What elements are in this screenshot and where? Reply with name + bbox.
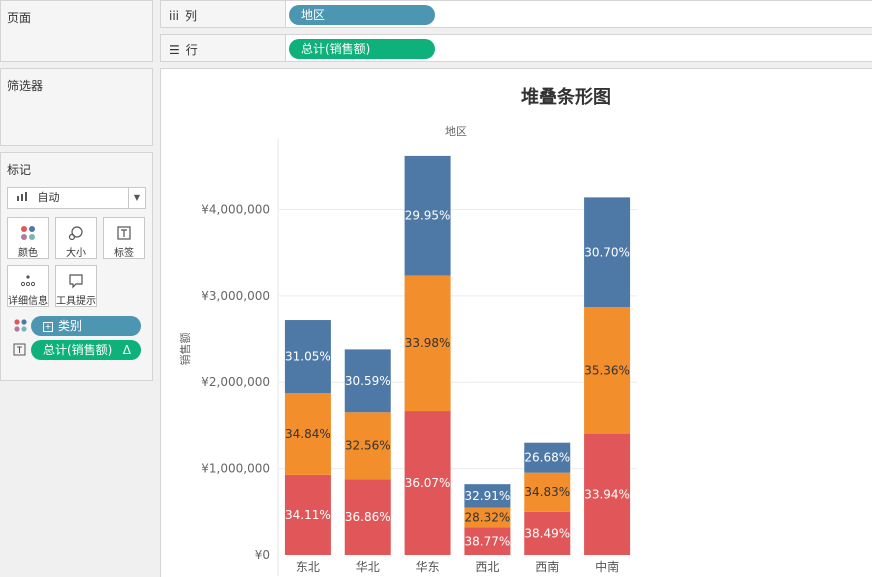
bar-segment[interactable]	[584, 307, 631, 434]
bar-segment[interactable]	[464, 507, 511, 528]
text-label-icon	[13, 343, 26, 356]
tooltip-button-label: 工具提示	[56, 296, 96, 307]
x-tick-label: 西南	[535, 559, 559, 574]
rows-shelf[interactable]: ☰ 行 总计(销售额)	[160, 34, 872, 62]
bar-segment[interactable]	[464, 527, 511, 555]
chart-title: 堆叠条形图	[521, 87, 611, 108]
color-field-row: + 类别	[9, 316, 149, 336]
bar-segment[interactable]	[524, 472, 571, 512]
data-label: 33.94%	[584, 487, 630, 501]
x-tick-label: 东北	[296, 560, 320, 574]
columns-shelf-label: iii 列	[169, 9, 198, 23]
delta-icon: Δ	[122, 343, 131, 357]
pages-panel-title: 页面	[7, 11, 32, 25]
label-field-pill[interactable]: 总计(销售额) Δ	[31, 340, 141, 360]
rows-shelf-label: ☰ 行	[169, 43, 198, 57]
data-label: 38.49%	[524, 526, 570, 540]
columns-pill[interactable]: 地区	[289, 5, 435, 25]
x-tick-label: 华东	[416, 560, 440, 574]
data-label: 34.11%	[285, 508, 331, 522]
data-label: 34.83%	[524, 485, 570, 499]
data-label: 30.70%	[584, 245, 630, 259]
bar-segment[interactable]	[284, 392, 331, 475]
label-button[interactable]: 标签	[103, 217, 145, 259]
data-label: 31.05%	[285, 350, 331, 364]
data-label: 36.86%	[345, 510, 391, 524]
mark-type-dropdown[interactable]: 自动 ▼	[7, 187, 146, 209]
y-axis-title: 销售额	[178, 333, 192, 366]
label-field-row: 总计(销售额) Δ	[9, 340, 149, 360]
bar-segment[interactable]	[584, 433, 631, 555]
filters-panel[interactable]: 筛选器	[0, 68, 153, 146]
data-label: 32.56%	[345, 439, 391, 453]
bar-segment[interactable]	[344, 349, 391, 413]
size-button[interactable]: 大小	[55, 217, 97, 259]
bar-chart-icon	[16, 188, 30, 208]
color-field-pill[interactable]: + 类别	[31, 316, 141, 336]
bar-segment[interactable]	[404, 155, 451, 276]
y-tick-label: ¥1,000,000	[201, 462, 270, 476]
rows-icon: ☰	[169, 43, 180, 57]
y-tick-label: ¥3,000,000	[201, 289, 270, 303]
data-label: 36.07%	[405, 476, 451, 490]
size-icon	[68, 226, 83, 241]
data-label: 34.84%	[285, 427, 331, 441]
detail-icon	[20, 275, 36, 287]
bar-segment[interactable]	[404, 411, 451, 555]
y-tick-label: ¥2,000,000	[201, 375, 270, 389]
x-tick-label: 华北	[356, 560, 380, 574]
data-label: 30.59%	[345, 374, 391, 388]
tooltip-icon	[69, 274, 83, 289]
bar-segment[interactable]	[344, 412, 391, 480]
x-axis-title: 地区	[445, 125, 467, 138]
stacked-bar-chart[interactable]: ¥0 ¥1,000,000 ¥2,000,000 ¥3,000,000 ¥4,000,0…	[161, 69, 871, 576]
data-label: 28.32%	[465, 511, 511, 525]
y-tick-label: ¥4,000,000	[201, 202, 270, 216]
columns-icon: iii	[169, 9, 180, 23]
mark-type-value: 自动	[37, 191, 60, 204]
data-label: 35.36%	[584, 363, 630, 377]
bar-segment[interactable]	[344, 479, 391, 555]
color-field-label: 类别	[58, 319, 83, 333]
color-icon	[14, 319, 27, 332]
detail-button-label: 详细信息	[8, 296, 48, 307]
x-tick-label: 西北	[475, 560, 499, 574]
y-tick-label: ¥0	[255, 548, 270, 562]
data-label: 26.68%	[524, 451, 570, 465]
plus-box-icon: +	[43, 321, 53, 332]
data-label: 33.98%	[405, 336, 451, 350]
filters-panel-title: 筛选器	[7, 79, 44, 93]
size-button-label: 大小	[66, 248, 86, 259]
data-label: 32.91%	[465, 489, 511, 503]
marks-card: 标记 自动 ▼ 颜色 大小 标签 详细信息 工具提示 + 类别 总计(销售额) Δ	[0, 152, 153, 381]
bar-segment[interactable]	[524, 511, 571, 555]
color-icon	[21, 226, 35, 240]
bar-segment[interactable]	[404, 275, 451, 412]
bar-segment[interactable]	[584, 197, 631, 308]
text-label-icon	[117, 226, 131, 240]
bar-segment[interactable]	[464, 484, 511, 508]
chevron-down-icon[interactable]: ▼	[128, 188, 145, 208]
color-button-label: 颜色	[18, 248, 38, 259]
bar-segment[interactable]	[524, 442, 571, 473]
pages-panel[interactable]: 页面	[0, 0, 153, 62]
bar-segment[interactable]	[284, 474, 331, 555]
chart-canvas[interactable]: 堆叠条形图 ¥0 ¥1,000,000 ¥2,000,000 ¥3,000,000 ¥4…	[160, 68, 872, 577]
color-button[interactable]: 颜色	[7, 217, 49, 259]
bar-segment[interactable]	[284, 320, 331, 393]
marks-card-title: 标记	[7, 163, 32, 177]
label-button-label: 标签	[114, 248, 134, 259]
detail-button[interactable]: 详细信息	[7, 265, 49, 307]
data-label: 29.95%	[405, 209, 451, 223]
rows-pill[interactable]: 总计(销售额)	[289, 39, 435, 59]
label-field-label: 总计(销售额)	[43, 343, 113, 357]
columns-shelf[interactable]: iii 列 地区	[160, 0, 872, 28]
tooltip-button[interactable]: 工具提示	[55, 265, 97, 307]
x-tick-label: 中南	[595, 559, 619, 574]
data-label: 38.77%	[465, 534, 511, 548]
